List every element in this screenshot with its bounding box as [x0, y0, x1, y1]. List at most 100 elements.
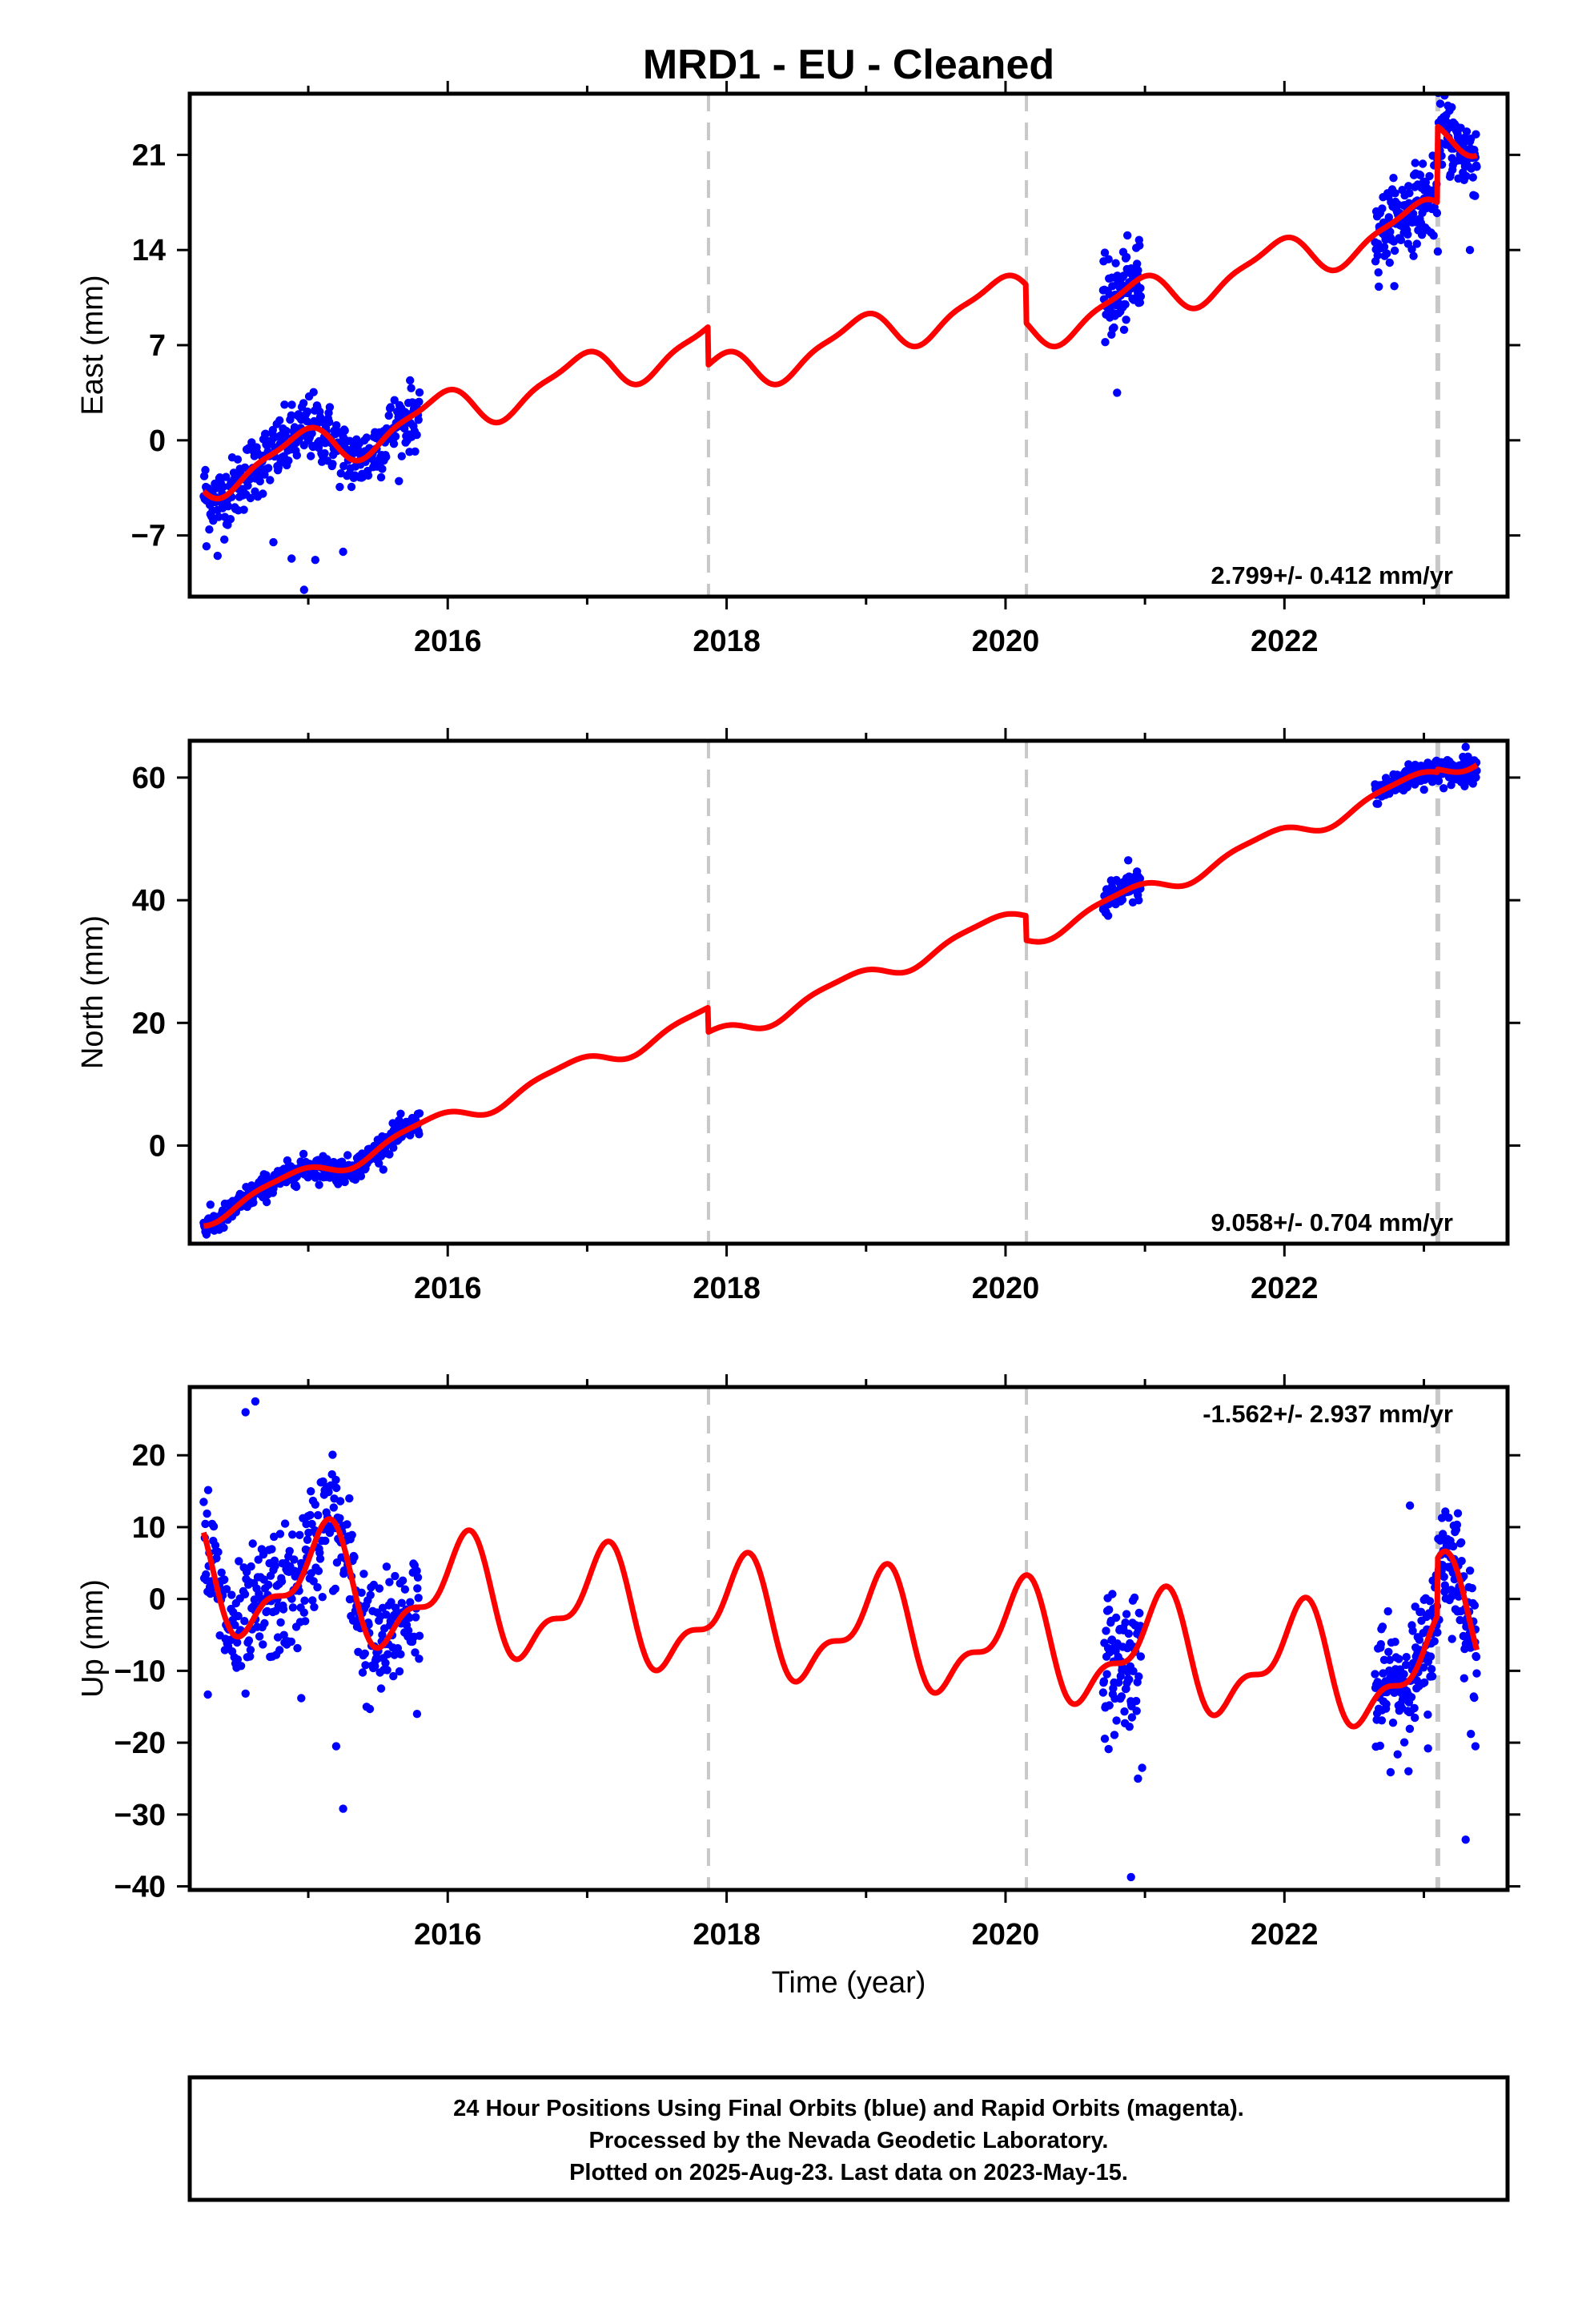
data-point [343, 1151, 352, 1160]
y-tick-label: −30 [114, 1799, 166, 1832]
data-point [307, 429, 316, 438]
data-point [307, 1487, 315, 1496]
data-point [411, 447, 420, 456]
data-point [1433, 247, 1443, 256]
data-point [1133, 259, 1142, 268]
data-point [264, 1580, 273, 1590]
y-tick-label: 0 [149, 1129, 166, 1163]
data-point-outlier [311, 556, 319, 565]
data-point [1120, 1707, 1129, 1716]
data-point [379, 1165, 387, 1174]
data-point [275, 1530, 285, 1538]
data-point [1112, 1716, 1121, 1725]
data-point [1457, 1538, 1466, 1547]
data-point [1386, 227, 1395, 236]
data-point [1386, 1767, 1395, 1777]
data-point [323, 1155, 331, 1164]
data-point [1444, 1514, 1453, 1522]
data-point [328, 1450, 337, 1459]
data-point [1104, 1744, 1113, 1754]
data-point [391, 1571, 400, 1581]
x-tick-label: 2020 [972, 1918, 1040, 1952]
data-point [415, 397, 424, 406]
data-point [406, 376, 415, 385]
data-point [233, 1638, 242, 1647]
data-point [246, 493, 255, 503]
data-point [274, 463, 283, 472]
data-point [311, 1500, 319, 1510]
data-point [203, 1509, 211, 1518]
data-point [1468, 173, 1478, 182]
data-point [391, 432, 400, 441]
data-point [1409, 251, 1418, 260]
data-point [287, 411, 295, 420]
data-point [1132, 1696, 1141, 1706]
data-point [280, 1519, 290, 1528]
data-point [233, 455, 243, 464]
y-tick-label: 10 [132, 1511, 166, 1545]
y-tick-label: 20 [132, 1439, 166, 1473]
data-point [415, 1109, 424, 1118]
data-point [1136, 292, 1146, 301]
data-point [1130, 1593, 1139, 1602]
model-curve [201, 1516, 1480, 1730]
data-point [308, 1596, 317, 1605]
data-point [1384, 1647, 1393, 1656]
data-point-outlier [251, 1397, 260, 1406]
data-point [331, 1475, 340, 1485]
panel-up: 2016 2018 2020 2022 −40 −30 −20 −10 0 10 20 Up (mm)… [76, 1374, 1520, 1952]
data-point [1434, 777, 1443, 786]
data-point [1134, 1672, 1143, 1681]
data-point [206, 1200, 215, 1209]
data-point [1119, 325, 1129, 334]
data-point [1118, 895, 1127, 904]
data-point [387, 1598, 396, 1606]
data-point [415, 1655, 424, 1663]
data-point [1125, 1675, 1134, 1684]
data-point [217, 1568, 226, 1577]
data-point-outlier [339, 547, 347, 557]
data-point [226, 515, 235, 524]
data-point [1399, 1738, 1409, 1747]
data-point [1105, 1605, 1114, 1614]
data-point [307, 452, 315, 460]
y-tick-label: 20 [132, 1007, 166, 1040]
data-point-outlier [1465, 246, 1475, 255]
data-point [1407, 245, 1416, 254]
data-point [1412, 239, 1422, 248]
data-point [215, 513, 223, 521]
data-point [1101, 338, 1110, 347]
data-point [219, 482, 227, 492]
data-point [1427, 1665, 1436, 1674]
data-point [203, 1486, 213, 1494]
data-point [214, 1547, 223, 1557]
data-point [1129, 1667, 1138, 1675]
data-point [1127, 1713, 1137, 1722]
data-point [1404, 1767, 1413, 1775]
data-point [280, 400, 289, 409]
data-point [1462, 171, 1471, 181]
data-point [292, 451, 301, 460]
data-point [385, 1150, 394, 1159]
data-point [328, 460, 337, 468]
data-point [1470, 1693, 1479, 1703]
data-point [1440, 1581, 1450, 1590]
data-point [320, 448, 329, 458]
data-point [339, 461, 348, 471]
data-point [243, 481, 252, 490]
data-point [1393, 1750, 1402, 1759]
data-point-outlier [241, 1408, 250, 1417]
data-point [235, 1557, 243, 1566]
x-tick-label: 2018 [693, 1918, 761, 1952]
data-point [389, 440, 399, 448]
data-point [1459, 139, 1468, 149]
data-point [1411, 159, 1419, 167]
data-point [1404, 760, 1413, 769]
data-point [249, 1198, 258, 1207]
data-point [300, 1596, 309, 1605]
data-point [361, 1661, 370, 1670]
data-point [414, 1594, 423, 1602]
x-tick-label: 2020 [972, 1272, 1040, 1305]
x-tick-label: 2018 [693, 1272, 761, 1305]
data-point [268, 425, 277, 435]
